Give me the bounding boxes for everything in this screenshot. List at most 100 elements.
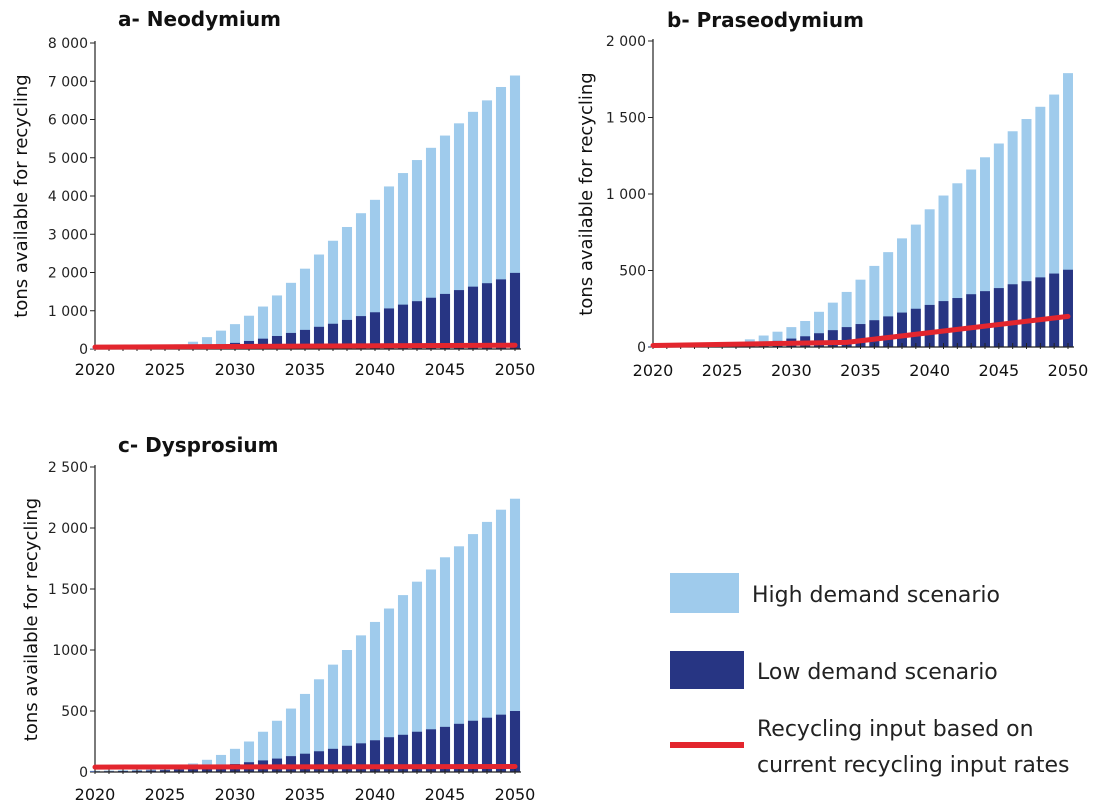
bar-high-demand — [509, 75, 521, 349]
bar-high-demand — [341, 650, 353, 772]
x-tick-label: 2050 — [495, 785, 536, 804]
bar-low-demand — [327, 323, 339, 349]
y-tick-label: 2 000 — [606, 34, 646, 50]
bar-high-demand — [855, 279, 866, 347]
bar-high-demand — [772, 331, 783, 347]
bar-high-demand — [341, 226, 353, 349]
bar-low-demand — [285, 332, 297, 349]
x-tick-label: 2030 — [215, 785, 256, 804]
bar-low-demand — [425, 297, 437, 349]
bar-low-demand — [341, 319, 353, 349]
x-tick-label: 2025 — [145, 360, 186, 379]
bar-high-demand — [1063, 73, 1073, 347]
bar-low-demand — [299, 329, 311, 349]
x-tick-label: 2030 — [771, 361, 812, 380]
x-tick-label: 2045 — [425, 785, 466, 804]
bar-low-demand — [814, 333, 824, 347]
y-tick-label: 2 500 — [48, 460, 88, 476]
bar-high-demand — [481, 521, 493, 772]
bar-high-demand — [355, 635, 367, 772]
x-tick-label: 2030 — [215, 360, 256, 379]
bar-high-demand — [439, 557, 451, 772]
recycling-input-line — [92, 342, 518, 350]
bar-low-demand — [425, 729, 437, 772]
bar-high-demand — [201, 337, 213, 349]
x-tick-label: 2050 — [1048, 361, 1089, 380]
bar-low-demand — [467, 720, 479, 772]
chart-title: a- Neodymium — [118, 7, 281, 31]
bar-high-demand — [1049, 94, 1060, 347]
bar-high-demand — [509, 498, 521, 772]
bar-low-demand — [966, 294, 977, 347]
bar-high-demand — [327, 240, 339, 349]
bar-high-demand — [495, 509, 507, 772]
bar-low-demand — [841, 327, 852, 347]
bar-high-demand — [397, 173, 409, 349]
y-axis-label: tons available for recycling — [11, 74, 32, 317]
x-tick-label: 2040 — [909, 361, 950, 380]
y-tick-label: 7 000 — [48, 74, 88, 90]
bar-low-demand — [383, 308, 395, 349]
y-tick-label: 4 000 — [48, 189, 88, 205]
x-tick-label: 2020 — [75, 785, 116, 804]
bar-high-demand — [1035, 106, 1046, 347]
x-tick-label: 2045 — [425, 360, 466, 379]
bar-high-demand — [1021, 119, 1032, 347]
bar-high-demand — [827, 302, 838, 347]
y-tick-label: 2 000 — [48, 521, 88, 537]
bar-high-demand — [313, 254, 325, 349]
bar-low-demand — [910, 308, 921, 347]
bar-low-demand — [313, 326, 325, 349]
bar-high-demand — [786, 327, 797, 347]
bar-high-demand — [869, 265, 880, 347]
legend: High demand scenario Low demand scenario R… — [670, 573, 1070, 778]
legend-swatch-high — [670, 573, 739, 613]
bar-low-demand — [1049, 273, 1060, 347]
bar-high-demand — [800, 320, 811, 347]
bar-low-demand — [383, 737, 395, 772]
bar-low-demand — [495, 279, 507, 349]
bar-low-demand — [993, 288, 1004, 347]
bar-low-demand — [453, 290, 465, 349]
chart-panel-1: a- Neodymium tons available for recycling… — [11, 7, 535, 379]
bar-high-demand — [299, 693, 311, 772]
bar-low-demand — [827, 330, 838, 347]
bar-low-demand — [481, 283, 493, 349]
bar-high-demand — [952, 183, 963, 347]
bar-high-demand — [1007, 131, 1018, 347]
bar-low-demand — [285, 756, 297, 772]
x-tick-label: 2035 — [285, 785, 326, 804]
bar-high-demand — [299, 268, 311, 349]
bar-low-demand — [1035, 277, 1046, 347]
y-tick-label: 6 000 — [48, 113, 88, 129]
bar-high-demand — [425, 147, 437, 349]
bar-low-demand — [397, 304, 409, 349]
bar-low-demand — [495, 714, 507, 772]
bar-high-demand — [285, 708, 297, 772]
bar-low-demand — [257, 338, 269, 349]
bar-high-demand — [980, 157, 990, 347]
bar-high-demand — [285, 282, 297, 349]
bar-high-demand — [467, 111, 479, 349]
x-tick-label: 2045 — [978, 361, 1019, 380]
bar-high-demand — [425, 569, 437, 772]
bar-high-demand — [271, 295, 283, 349]
bar-low-demand — [369, 740, 381, 772]
x-tick-label: 2025 — [145, 785, 186, 804]
legend-swatch-low — [670, 651, 744, 689]
bar-low-demand — [411, 301, 423, 349]
y-tick-label: 1 000 — [48, 304, 88, 320]
bar-low-demand — [453, 723, 465, 772]
bar-low-demand — [313, 751, 325, 772]
bar-high-demand — [397, 595, 409, 772]
bar-high-demand — [924, 209, 935, 347]
bar-low-demand — [869, 320, 880, 347]
recycling-input-line — [92, 764, 518, 770]
bar-high-demand — [411, 160, 423, 349]
bar-high-demand — [243, 741, 255, 772]
x-tick-label: 2035 — [285, 360, 326, 379]
x-tick-label: 2035 — [840, 361, 881, 380]
bar-high-demand — [897, 238, 907, 347]
recycling-input-line — [650, 313, 1071, 348]
x-tick-label: 2020 — [633, 361, 674, 380]
